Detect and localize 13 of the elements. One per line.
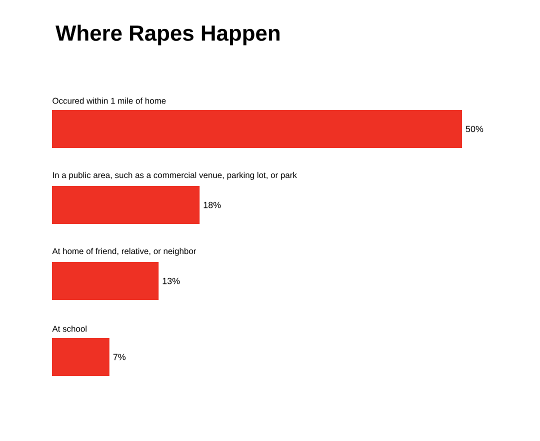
bar <box>52 338 110 376</box>
data-label: 50% <box>466 126 484 132</box>
bar <box>52 110 462 148</box>
chart-title: Where Rapes Happen <box>56 24 280 46</box>
y-tick-label: Occured within 1 mile of home <box>52 98 166 104</box>
data-label: 7% <box>113 354 126 360</box>
y-tick-label: At home of friend, relative, or neighbor <box>52 248 196 256</box>
bar <box>52 186 200 224</box>
data-label: 13% <box>162 278 180 284</box>
bar <box>52 262 159 300</box>
data-label: 18% <box>204 202 221 208</box>
y-tick-label: In a public area, such as a commercial venue, parking lot, or park <box>52 172 297 180</box>
y-tick-label: At school <box>52 326 86 332</box>
